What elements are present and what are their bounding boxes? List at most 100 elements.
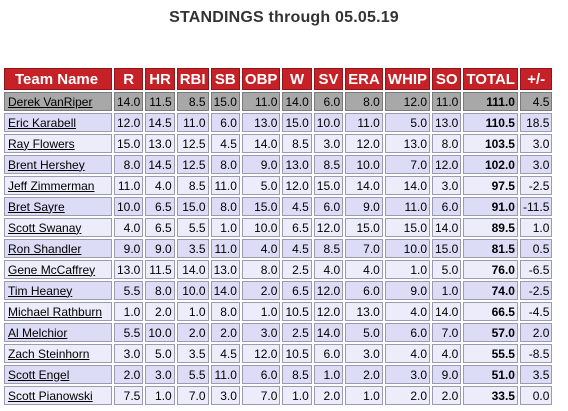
column-header-r[interactable]: R	[114, 68, 144, 90]
team-link[interactable]: Al Melchior	[4, 323, 112, 342]
cell-whip: 5.0	[384, 113, 430, 132]
cell-whip: 3.0	[384, 365, 430, 384]
cell-whip: 14.0	[384, 176, 430, 195]
cell-r: 13.0	[114, 260, 144, 279]
cell-sb: 4.5	[210, 344, 240, 363]
cell-rbi: 15.0	[176, 197, 209, 216]
table-row: Scott Engel 2.0 3.0 5.5 11.0 6.0 8.5 1.0 2.0 3.0 9…	[4, 365, 553, 384]
team-link[interactable]: Scott Engel	[4, 365, 112, 384]
cell-sb: 8.0	[210, 302, 240, 321]
cell-whip: 2.0	[384, 386, 430, 405]
cell-r: 11.0	[114, 176, 144, 195]
cell-hr: 6.5	[145, 218, 175, 237]
table-row: Al Melchior 5.5 10.0 2.0 2.0 3.0 2.5 14.0 5.0 6.0…	[4, 323, 553, 342]
cell-obp: 9.0	[241, 155, 281, 174]
column-header-obp[interactable]: OBP	[241, 68, 281, 90]
cell-rbi: 7.0	[176, 386, 209, 405]
team-link[interactable]: Eric Karabell	[4, 113, 112, 132]
cell-r: 9.0	[114, 239, 144, 258]
column-header-w[interactable]: W	[282, 68, 312, 90]
team-link[interactable]: Scott Swanay	[4, 218, 112, 237]
cell-rbi: 10.0	[176, 281, 209, 300]
cell-whip: 1.0	[384, 260, 430, 279]
cell-obp: 15.0	[241, 197, 281, 216]
cell-sv: 12.0	[313, 281, 344, 300]
cell-total: 110.5	[463, 113, 518, 132]
team-link[interactable]: Zach Steinhorn	[4, 344, 112, 363]
cell-sb: 11.0	[210, 176, 240, 195]
column-header-plus-minus[interactable]: +/-	[519, 68, 553, 90]
team-link[interactable]: Jeff Zimmerman	[4, 176, 112, 195]
cell-sb: 1.0	[210, 218, 240, 237]
cell-w: 10.5	[282, 302, 312, 321]
cell-whip: 9.0	[384, 281, 430, 300]
cell-sv: 12.0	[313, 218, 344, 237]
cell-sv: 6.0	[313, 344, 344, 363]
column-header-rbi[interactable]: RBI	[176, 68, 209, 90]
cell-hr: 1.0	[145, 386, 175, 405]
column-header-sb[interactable]: SB	[210, 68, 240, 90]
cell-so: 5.0	[432, 260, 462, 279]
cell-era: 15.0	[345, 218, 383, 237]
cell-plus-minus: -6.5	[519, 260, 553, 279]
team-link[interactable]: Ray Flowers	[4, 134, 112, 153]
cell-rbi: 11.0	[176, 113, 209, 132]
cell-sb: 8.0	[210, 155, 240, 174]
cell-r: 2.0	[114, 365, 144, 384]
cell-so: 14.0	[432, 302, 462, 321]
cell-sb: 3.0	[210, 386, 240, 405]
cell-obp: 14.0	[241, 134, 281, 153]
column-header-era[interactable]: ERA	[345, 68, 383, 90]
cell-whip: 4.0	[384, 344, 430, 363]
cell-w: 10.5	[282, 344, 312, 363]
column-header-sv[interactable]: SV	[313, 68, 344, 90]
team-link[interactable]: Gene McCaffrey	[4, 260, 112, 279]
cell-w: 6.5	[282, 218, 312, 237]
team-link[interactable]: Bret Sayre	[4, 197, 112, 216]
cell-r: 14.0	[114, 92, 144, 111]
cell-era: 1.0	[345, 386, 383, 405]
team-link[interactable]: Derek VanRiper	[4, 92, 112, 111]
team-link[interactable]: Tim Heaney	[4, 281, 112, 300]
table-row: Gene McCaffrey 13.0 11.5 14.0 13.0 8.0 2.5 4.0 4…	[4, 260, 553, 279]
cell-obp: 3.0	[241, 323, 281, 342]
table-row: Michael Rathburn 1.0 2.0 1.0 8.0 1.0 10.5 12.0 1…	[4, 302, 553, 321]
cell-w: 6.5	[282, 281, 312, 300]
cell-so: 3.0	[432, 176, 462, 195]
cell-r: 7.5	[114, 386, 144, 405]
cell-w: 14.0	[282, 92, 312, 111]
cell-obp: 5.0	[241, 176, 281, 195]
cell-sb: 14.0	[210, 281, 240, 300]
cell-total: 103.5	[463, 134, 518, 153]
cell-plus-minus: -2.5	[519, 281, 553, 300]
cell-era: 3.0	[345, 344, 383, 363]
cell-era: 5.0	[345, 323, 383, 342]
cell-w: 4.5	[282, 239, 312, 258]
cell-so: 11.0	[432, 92, 462, 111]
cell-so: 14.0	[432, 218, 462, 237]
column-header-so[interactable]: SO	[432, 68, 462, 90]
cell-w: 2.5	[282, 260, 312, 279]
column-header-team-name[interactable]: Team Name	[4, 68, 112, 90]
cell-r: 5.5	[114, 281, 144, 300]
cell-obp: 10.0	[241, 218, 281, 237]
cell-so: 1.0	[432, 281, 462, 300]
cell-hr: 14.5	[145, 155, 175, 174]
team-link[interactable]: Ron Shandler	[4, 239, 112, 258]
cell-whip: 10.0	[384, 239, 430, 258]
cell-whip: 11.0	[384, 197, 430, 216]
column-header-hr[interactable]: HR	[145, 68, 175, 90]
team-link[interactable]: Brent Hershey	[4, 155, 112, 174]
column-header-total[interactable]: TOTAL	[463, 68, 518, 90]
standings-body: Derek VanRiper 14.0 11.5 8.5 15.0 11.0 14.0 6.0…	[4, 92, 553, 405]
cell-sb: 6.0	[210, 113, 240, 132]
cell-r: 12.0	[114, 113, 144, 132]
cell-hr: 2.0	[145, 302, 175, 321]
table-row: Zach Steinhorn 3.0 5.0 3.5 4.5 12.0 10.5 6.0 3.0…	[4, 344, 553, 363]
team-link[interactable]: Scott Pianowski	[4, 386, 112, 405]
cell-era: 14.0	[345, 176, 383, 195]
cell-rbi: 1.0	[176, 302, 209, 321]
cell-w: 2.5	[282, 323, 312, 342]
team-link[interactable]: Michael Rathburn	[4, 302, 112, 321]
column-header-whip[interactable]: WHIP	[384, 68, 430, 90]
